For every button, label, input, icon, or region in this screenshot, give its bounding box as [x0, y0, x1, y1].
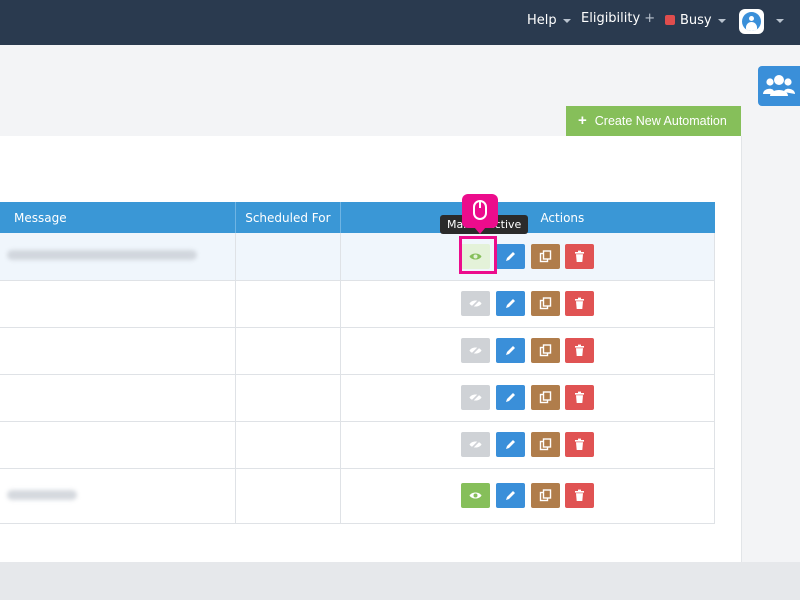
scheduled-cell — [235, 280, 342, 328]
eye-slash-icon — [469, 439, 482, 450]
copy-icon — [539, 391, 551, 404]
actions-cell — [340, 421, 715, 469]
side-panel-toggle[interactable] — [758, 66, 800, 106]
copy-icon — [539, 489, 551, 502]
copy-icon — [539, 344, 551, 357]
copy-icon — [539, 438, 551, 451]
toggle-active-button[interactable] — [460, 243, 490, 269]
delete-button[interactable] — [565, 385, 595, 410]
user-menu-caret[interactable] — [770, 0, 784, 45]
toggle-active-button[interactable] — [460, 385, 490, 410]
automation-table: Message Scheduled For Actions — [0, 202, 715, 524]
pencil-icon — [505, 299, 515, 308]
edit-button[interactable] — [495, 243, 525, 269]
table-row — [0, 233, 715, 281]
delete-button[interactable] — [565, 243, 595, 269]
trash-icon — [575, 489, 585, 501]
toggle-active-button[interactable] — [460, 432, 490, 457]
table-row — [0, 468, 715, 524]
pencil-icon — [505, 440, 515, 449]
plus-icon: + — [578, 112, 587, 129]
actions-cell — [340, 280, 715, 328]
top-navbar: Help Eligibility + Busy — [0, 0, 800, 45]
table-row — [0, 421, 715, 469]
duplicate-button[interactable] — [530, 483, 560, 508]
eligibility-menu[interactable]: Eligibility + — [581, 0, 655, 45]
caret-down-icon — [717, 18, 726, 23]
caret-down-icon — [562, 18, 571, 23]
eye-slash-icon — [469, 298, 482, 309]
footer-band — [0, 562, 800, 600]
delete-button[interactable] — [565, 291, 595, 316]
toggle-active-button[interactable] — [460, 291, 490, 316]
scheduled-cell — [235, 233, 342, 281]
actions-cell — [340, 468, 715, 524]
create-automation-label: Create New Automation — [594, 114, 727, 128]
copy-icon — [539, 297, 551, 310]
delete-button[interactable] — [565, 483, 595, 508]
eye-icon — [469, 492, 482, 499]
trash-icon — [575, 391, 585, 403]
status-busy-icon — [665, 15, 675, 25]
message-cell — [0, 421, 236, 469]
trash-icon — [575, 438, 585, 450]
message-cell — [0, 468, 236, 524]
mouse-click-marker — [462, 194, 498, 234]
message-cell — [0, 327, 236, 375]
actions-cell — [340, 327, 715, 375]
scheduled-cell — [235, 421, 342, 469]
edit-button[interactable] — [495, 291, 525, 316]
edit-button[interactable] — [495, 338, 525, 363]
toggle-active-button[interactable] — [460, 483, 490, 508]
toggle-active-button[interactable] — [460, 338, 490, 363]
duplicate-button[interactable] — [530, 385, 560, 410]
table-row — [0, 374, 715, 422]
duplicate-button[interactable] — [530, 338, 560, 363]
column-header-scheduled: Scheduled For — [235, 202, 342, 233]
pencil-icon — [505, 393, 515, 402]
users-group-icon — [763, 75, 795, 96]
mouse-icon — [473, 200, 487, 220]
scheduled-cell — [235, 327, 342, 375]
column-header-message: Message — [0, 202, 236, 233]
user-avatar-icon[interactable] — [739, 9, 764, 34]
scheduled-cell — [235, 468, 342, 524]
table-row — [0, 327, 715, 375]
trash-icon — [575, 250, 585, 262]
delete-button[interactable] — [565, 432, 595, 457]
duplicate-button[interactable] — [530, 291, 560, 316]
trash-icon — [575, 297, 585, 309]
pencil-icon — [505, 491, 515, 500]
table-row — [0, 280, 715, 328]
status-menu[interactable]: Busy — [665, 0, 726, 45]
edit-button[interactable] — [495, 483, 525, 508]
pencil-icon — [505, 346, 515, 355]
duplicate-button[interactable] — [530, 243, 560, 269]
actions-cell — [340, 374, 715, 422]
message-cell — [0, 280, 236, 328]
edit-button[interactable] — [495, 432, 525, 457]
message-cell — [0, 374, 236, 422]
eye-slash-icon — [469, 392, 482, 403]
plus-icon: + — [644, 11, 656, 26]
eye-slash-icon — [469, 345, 482, 356]
message-cell — [0, 233, 236, 281]
copy-icon — [539, 250, 551, 262]
eligibility-label: Eligibility — [581, 11, 641, 26]
click-target-highlight — [459, 236, 497, 274]
scheduled-cell — [235, 374, 342, 422]
delete-button[interactable] — [565, 338, 595, 363]
trash-icon — [575, 344, 585, 356]
actions-cell — [340, 233, 715, 281]
status-label: Busy — [680, 13, 712, 28]
caret-down-icon — [776, 18, 784, 23]
eye-icon — [469, 253, 482, 260]
help-menu[interactable]: Help — [527, 0, 571, 45]
duplicate-button[interactable] — [530, 432, 560, 457]
help-label: Help — [527, 13, 557, 28]
pencil-icon — [505, 251, 515, 261]
edit-button[interactable] — [495, 385, 525, 410]
create-automation-button[interactable]: + Create New Automation — [566, 106, 741, 136]
